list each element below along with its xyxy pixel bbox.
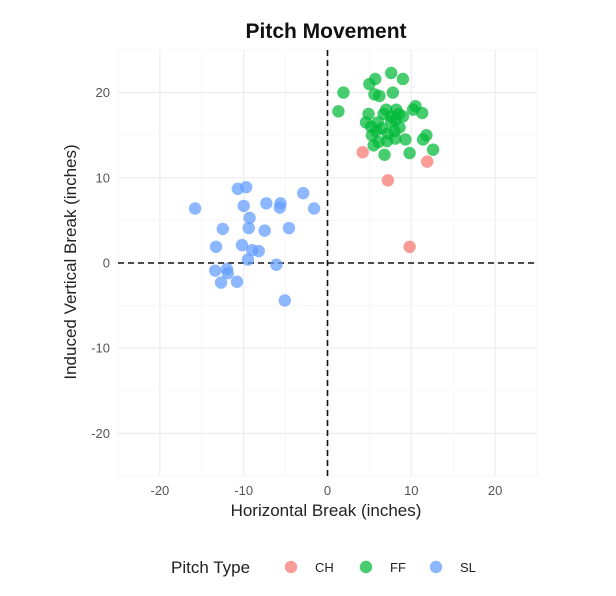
legend-label-sl: SL	[460, 560, 476, 575]
legend-title: Pitch Type	[171, 558, 250, 577]
data-point-sl	[242, 221, 255, 235]
data-point-sl	[252, 244, 265, 258]
legend: Pitch Type CH FF SL	[171, 558, 476, 577]
data-point-ch	[381, 174, 395, 187]
data-point-ch	[356, 146, 369, 159]
data-point-ff	[396, 110, 410, 123]
y-tick-label: 0	[103, 256, 110, 271]
data-point-sl	[307, 202, 321, 215]
data-point-sl	[241, 253, 255, 266]
data-point-sl	[209, 264, 222, 277]
data-point-ff	[403, 146, 416, 160]
data-point-ff	[337, 86, 350, 99]
data-point-sl	[282, 221, 296, 235]
data-point-sl	[235, 238, 249, 252]
chart-title: Pitch Movement	[245, 20, 406, 43]
data-point-ff	[367, 139, 380, 152]
legend-label-ch: CH	[315, 560, 334, 575]
reference-lines	[118, 50, 537, 476]
x-tick-label: -10	[234, 483, 253, 498]
x-tick-label: -20	[151, 483, 170, 498]
data-point-sl	[237, 199, 250, 213]
x-tick-label: 10	[404, 483, 418, 498]
data-point-ff	[426, 143, 440, 156]
data-point-ff	[373, 89, 386, 103]
data-point-sl	[214, 276, 228, 289]
data-point-ff	[384, 115, 398, 128]
data-point-sl	[296, 186, 310, 200]
data-point-sl	[260, 197, 273, 210]
data-point-ff	[369, 72, 382, 86]
data-point-sl	[216, 222, 229, 236]
data-point-ff	[396, 72, 410, 86]
data-point-ff	[386, 86, 400, 99]
y-tick-label: 10	[96, 170, 110, 185]
data-points	[188, 66, 440, 307]
x-axis-title: Horizontal Break (inches)	[231, 501, 422, 520]
legend-label-ff: FF	[390, 560, 406, 575]
data-point-ff	[332, 105, 345, 118]
y-tick-label: -20	[91, 426, 110, 441]
data-point-sl	[258, 224, 271, 237]
data-point-sl	[209, 240, 223, 254]
data-point-sl	[188, 202, 202, 215]
y-axis-title: Induced Vertical Break (inches)	[61, 144, 80, 379]
data-point-sl	[230, 275, 244, 288]
x-tick-label: 0	[324, 483, 331, 498]
data-point-sl	[221, 267, 234, 280]
data-point-sl	[240, 180, 253, 194]
data-point-sl	[243, 211, 256, 225]
legend-key-sl	[429, 560, 443, 574]
x-tick-label: 20	[488, 483, 502, 498]
data-point-ff	[389, 132, 402, 145]
data-point-sl	[274, 197, 287, 210]
y-tick-label: 20	[96, 85, 110, 100]
tick-labels: -20 -10 0 10 20 -20 -10 0 10 20	[91, 85, 502, 498]
data-point-sl	[278, 294, 291, 307]
data-point-ch	[403, 240, 416, 254]
legend-key-ch	[284, 560, 298, 574]
data-point-ch	[421, 155, 434, 168]
data-point-ff	[399, 133, 412, 146]
data-point-ff	[378, 148, 391, 161]
data-point-ff	[384, 66, 398, 80]
y-tick-label: -10	[91, 341, 110, 356]
data-point-ff	[415, 106, 429, 120]
legend-key-ff	[359, 560, 373, 574]
data-point-sl	[270, 258, 283, 271]
data-point-ff	[420, 129, 433, 142]
